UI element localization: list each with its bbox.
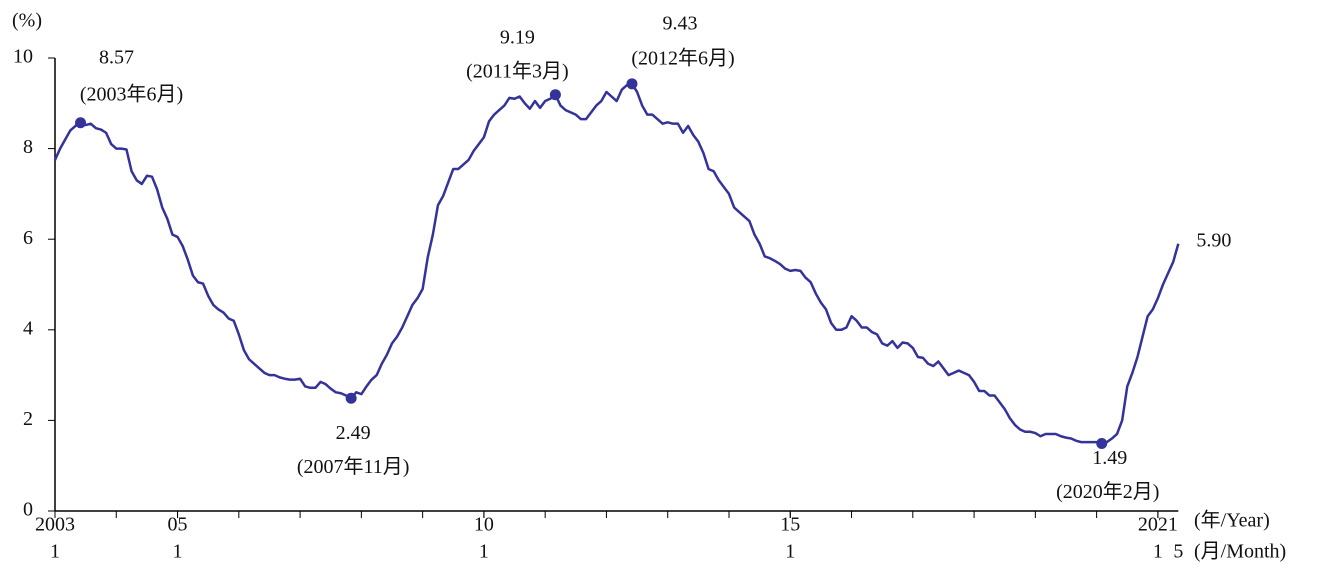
highlight-point (75, 117, 87, 129)
y-tick-label: 8 (23, 136, 33, 158)
x-tick-label: 05 (168, 514, 188, 536)
x-tick-label: 10 (474, 514, 494, 536)
highlight-point (626, 78, 638, 90)
highlight-point (549, 89, 561, 101)
x-month-label: 1 (479, 541, 489, 563)
x-month-label: 1 (785, 541, 795, 563)
date-label: (2007年11月) (297, 455, 410, 478)
x-month-label: 5 (1173, 541, 1183, 563)
y-tick-label: 6 (23, 227, 33, 249)
x-tick-label: 15 (780, 514, 800, 536)
y-tick-label: 2 (23, 408, 33, 430)
line (53, 82, 1180, 445)
x-axis-label-month: (月/Month) (1194, 541, 1286, 563)
y-tick-label: 10 (13, 46, 33, 68)
date-label: (2020年2月) (1056, 480, 1159, 503)
y-axis-label: (%) (12, 10, 42, 32)
value-label: 9.19 (500, 26, 535, 48)
y-tick-label: 4 (23, 317, 33, 339)
value-label: 8.57 (99, 46, 134, 68)
date-label: (2011年3月) (466, 59, 569, 82)
x-tick-label: 2021 (1138, 514, 1178, 536)
y-tick-label: 0 (23, 499, 33, 521)
value-label: 9.43 (662, 12, 697, 34)
value-label: 2.49 (336, 422, 371, 444)
date-label: (2003年6月) (80, 82, 183, 105)
end-value-label: 5.90 (1196, 229, 1231, 251)
x-tick-label: 2003 (35, 514, 75, 536)
date-label: (2012年6月) (631, 46, 734, 69)
x-month-label: 1 (50, 541, 60, 563)
value-label: 1.49 (1092, 447, 1127, 469)
x-month-label: 1 (173, 541, 183, 563)
x-month-label: 1 (1153, 541, 1163, 563)
highlight-point (1096, 438, 1108, 450)
highlight-point (345, 392, 357, 404)
x-axis-label: (年/Year) (1194, 509, 1270, 532)
